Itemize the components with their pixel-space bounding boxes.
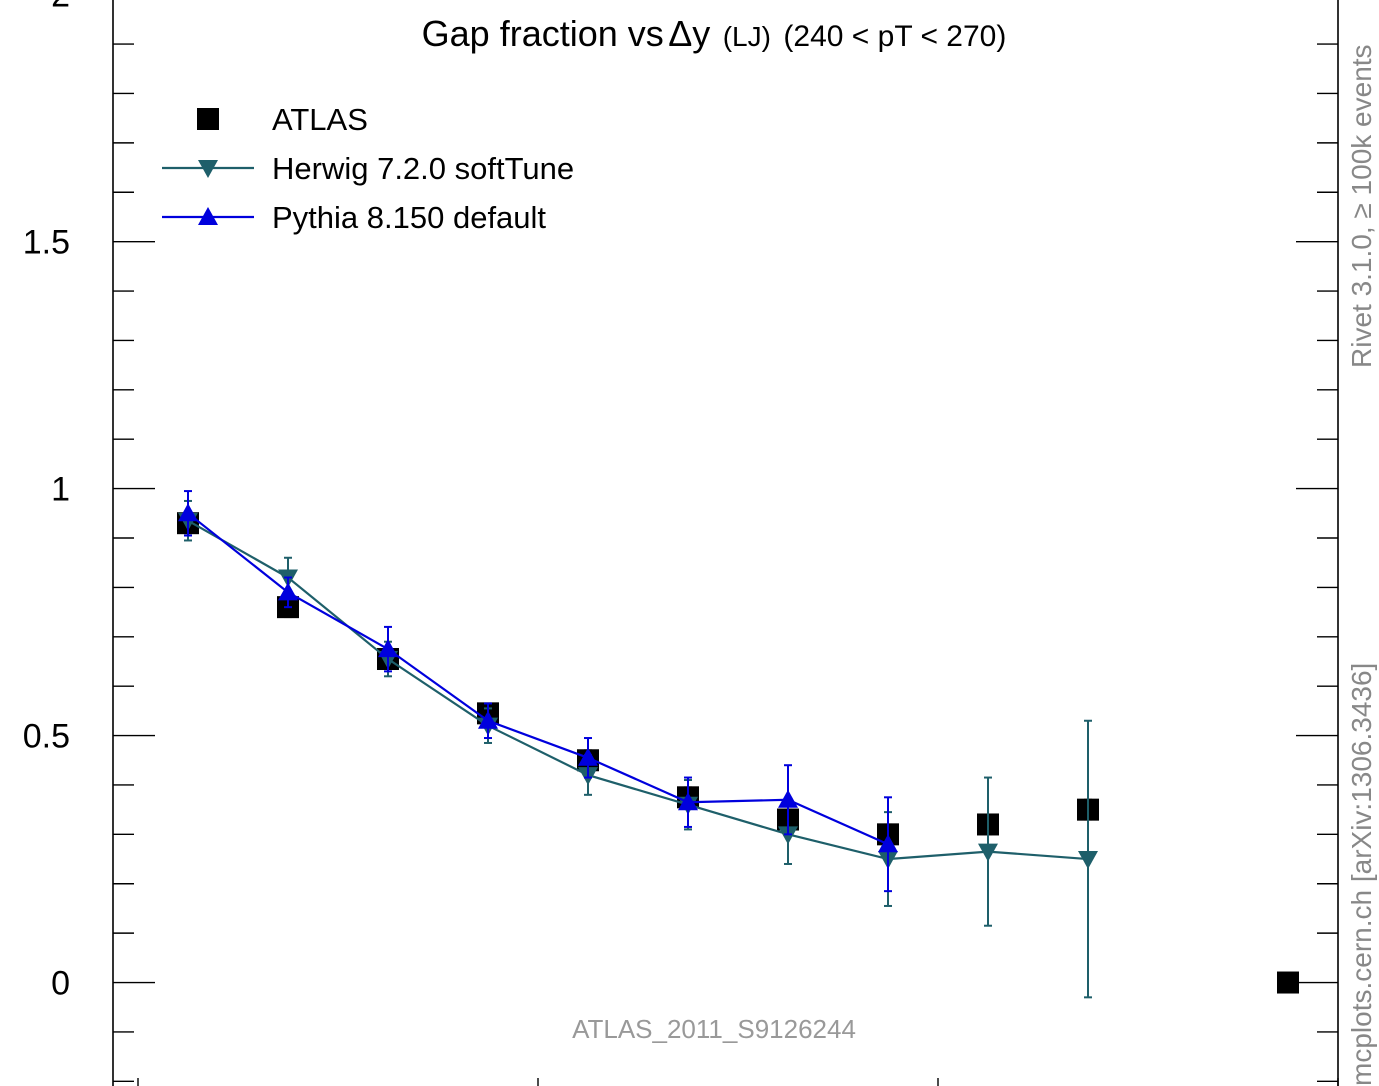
data-series <box>177 490 1299 999</box>
y-tick-label: 1.5 <box>23 224 70 262</box>
chart-title-range: (240 < pT < 270) <box>783 20 1006 53</box>
legend-entry: Herwig 7.2.0 softTune <box>162 151 574 186</box>
y-tick-label: 1 <box>51 471 70 509</box>
data-point <box>678 792 698 811</box>
series-pythia-8-150-default <box>178 490 898 893</box>
series-atlas <box>177 512 1299 994</box>
legend-entry: Pythia 8.150 default <box>162 200 546 235</box>
y-tick-labels: 0 0.5 1 1.5 2 <box>23 0 70 1003</box>
legend-label: ATLAS <box>272 102 368 137</box>
chart-title-main: Gap fraction vs <box>422 13 664 54</box>
watermark-label: ATLAS_2011_S9126244 <box>572 1014 856 1044</box>
side-text-bottom: mcplots.cern.ch [arXiv:1306.3436] <box>1346 663 1377 1086</box>
data-point <box>278 582 298 601</box>
chart-title-tag: (LJ) <box>723 21 771 52</box>
legend-marker <box>198 160 218 178</box>
y-tick-label: 0.5 <box>23 718 70 756</box>
series-herwig-7-2-0-softtune <box>178 499 1098 999</box>
side-text-top: Rivet 3.1.0, ≥ 100k events <box>1346 44 1377 368</box>
chart-title: Gap fraction vs Δy (LJ) (240 < pT < 270) <box>422 13 1007 54</box>
data-point <box>1277 971 1299 994</box>
data-point <box>978 843 998 862</box>
data-point <box>878 834 898 853</box>
data-point <box>578 747 598 766</box>
legend: ATLAS Herwig 7.2.0 softTune Pythia 8.150 d… <box>162 102 574 235</box>
legend-marker <box>198 207 218 225</box>
chart-title-delta: Δy <box>668 13 710 54</box>
data-point <box>378 639 398 658</box>
data-point <box>478 710 498 729</box>
data-point <box>1078 851 1098 870</box>
data-point <box>178 503 198 522</box>
legend-label: Herwig 7.2.0 softTune <box>272 151 574 186</box>
y-tick-label: 0 <box>51 965 70 1003</box>
legend-marker <box>197 108 219 130</box>
series-line <box>187 512 889 846</box>
axis-ticks <box>113 43 1339 1086</box>
series-line <box>187 519 1089 861</box>
legend-label: Pythia 8.150 default <box>272 200 546 235</box>
legend-entry: ATLAS <box>197 102 368 137</box>
data-point <box>778 789 798 808</box>
y-tick-label: 2 <box>51 0 70 15</box>
